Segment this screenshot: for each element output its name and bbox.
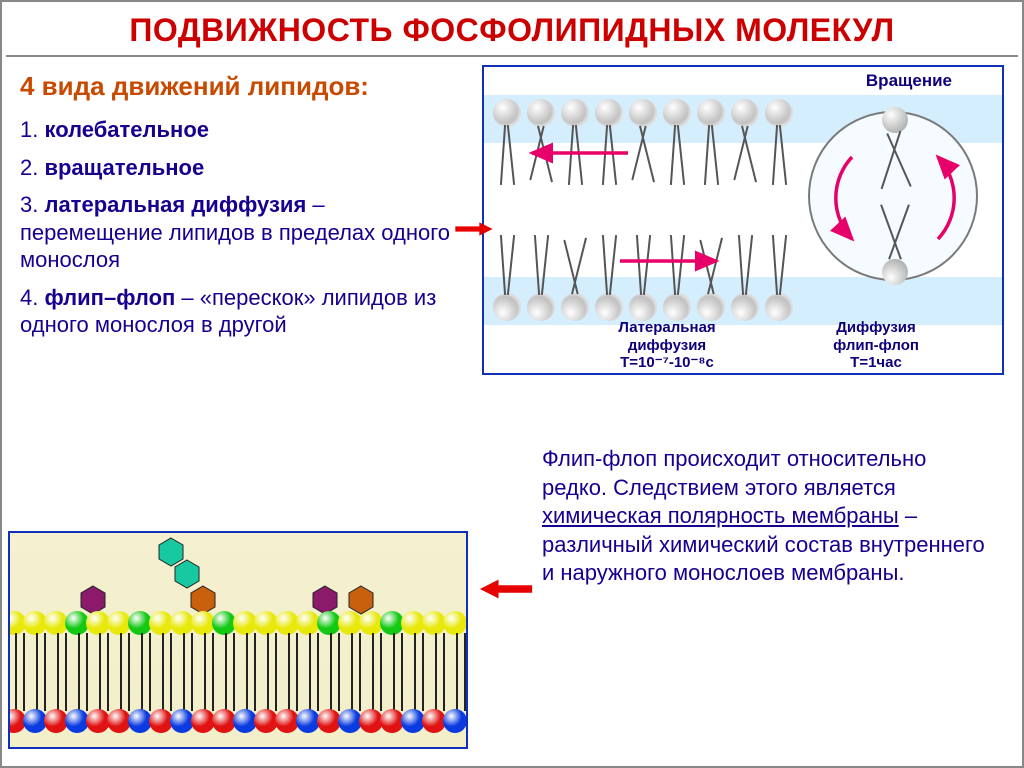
outer-leaflet-heads — [10, 611, 466, 635]
lipid-tail — [178, 663, 199, 711]
lipid-tail — [199, 663, 220, 711]
membrane-diagram: Вращение — [482, 65, 1004, 375]
lipid-tail — [367, 663, 388, 711]
lipid-tail — [409, 663, 430, 711]
glycolipid-diagram — [8, 531, 468, 749]
lipid — [660, 99, 694, 199]
lipid — [762, 221, 796, 321]
lipid — [524, 221, 558, 321]
left-column: 4 вида движений липидов: 1. колебательно… — [20, 71, 460, 349]
lipid-tail — [157, 663, 178, 711]
lipid-tail — [94, 663, 115, 711]
label-lateral: Латеральная диффузия Т=10⁻⁷-10⁻⁸с — [582, 319, 752, 371]
label-rotation: Вращение — [866, 71, 952, 91]
lipid — [694, 99, 728, 199]
arrow-to-membrane-icon — [454, 217, 494, 241]
lipid-tail — [73, 663, 94, 711]
lipid — [558, 221, 592, 321]
lipid-head — [443, 611, 467, 635]
lipid-head — [443, 709, 467, 733]
label-flipflop: Диффузия флип-флоп Т=1час — [796, 319, 956, 371]
lipid-tail — [262, 663, 283, 711]
lipid-tail — [31, 663, 52, 711]
list-item: 4. флип–флоп – «перескок» липидов из одн… — [20, 284, 460, 339]
list-item: 3. латеральная диффузия – перемещение ли… — [20, 191, 460, 274]
lipid-tail — [220, 663, 241, 711]
label-flipflop-l3: Т=1час — [796, 354, 956, 371]
label-lateral-l2: диффузия — [582, 337, 752, 354]
lipid-tail — [115, 663, 136, 711]
inner-leaflet-heads — [10, 709, 466, 733]
lipid-tail — [430, 663, 451, 711]
rotation-circle — [808, 111, 978, 281]
arrow-to-bottom-icon — [478, 577, 534, 601]
explanation-text: Флип-флоп происходит относительно редко.… — [542, 445, 996, 588]
label-lateral-l3: Т=10⁻⁷-10⁻⁸с — [582, 354, 752, 371]
explanation-part1: Флип-флоп происходит относительно редко.… — [542, 446, 926, 500]
lipid-tail — [283, 663, 304, 711]
item-list: 1. колебательное 2. вращательное 3. латера… — [20, 116, 460, 339]
explanation-underline: химическая полярность мембраны — [542, 503, 899, 528]
inner-leaflet-tails — [10, 663, 466, 711]
slide: ПОДВИЖНОСТЬ ФОСФОЛИПИДНЫХ МОЛЕКУЛ 4 вида… — [0, 0, 1024, 768]
slide-title: ПОДВИЖНОСТЬ ФОСФОЛИПИДНЫХ МОЛЕКУЛ — [2, 2, 1022, 55]
lipid-tail — [136, 663, 157, 711]
lipid-tail — [10, 663, 31, 711]
label-flipflop-l2: флип-флоп — [796, 337, 956, 354]
lipid — [728, 221, 762, 321]
lipid-tail — [241, 663, 262, 711]
lateral-arrow-bottom — [610, 249, 730, 277]
label-flipflop-l1: Диффузия — [796, 319, 956, 336]
flip-flop-arrows-icon — [810, 113, 976, 279]
lipid-tail — [325, 663, 346, 711]
lateral-arrow-top — [522, 141, 642, 169]
lipid-tail — [52, 663, 73, 711]
list-item: 2. вращательное — [20, 154, 460, 182]
subtitle: 4 вида движений липидов: — [20, 71, 460, 102]
lipid — [490, 99, 524, 199]
lipid-tail — [451, 663, 468, 711]
list-item: 1. колебательное — [20, 116, 460, 144]
lipid-tail — [346, 663, 367, 711]
lipid — [728, 99, 762, 199]
lipid-tail — [304, 663, 325, 711]
content-area: 4 вида движений липидов: 1. колебательно… — [2, 57, 1022, 761]
lipid — [490, 221, 524, 321]
label-lateral-l1: Латеральная — [582, 319, 752, 336]
lipid — [762, 99, 796, 199]
lipid-tail — [388, 663, 409, 711]
